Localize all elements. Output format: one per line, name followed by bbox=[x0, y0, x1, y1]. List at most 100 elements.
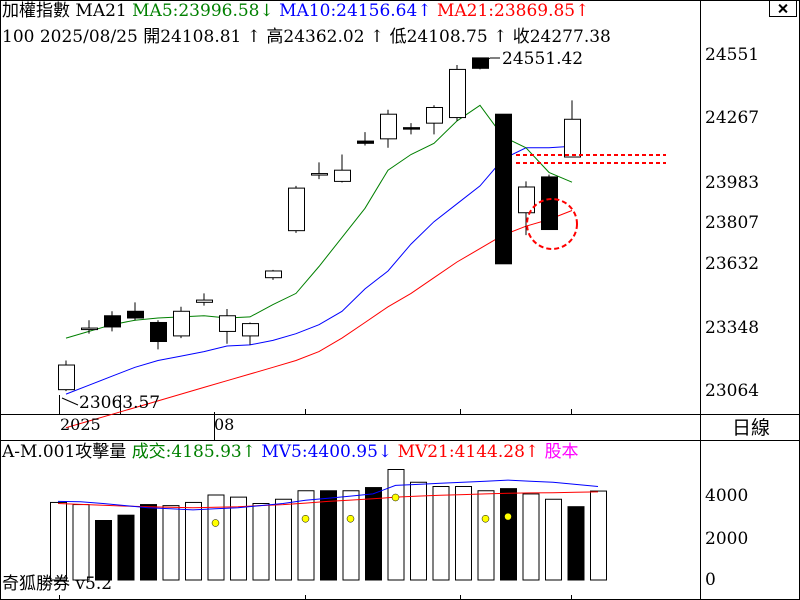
volume-bar-up bbox=[410, 481, 427, 581]
ma10-arrow-icon: ↑ bbox=[417, 1, 432, 21]
volume-bar-up bbox=[230, 496, 247, 581]
volume-bar-up bbox=[590, 490, 607, 581]
volume-signal-dot bbox=[504, 512, 512, 521]
down-candle bbox=[357, 140, 374, 144]
up-candle bbox=[58, 364, 75, 391]
volume-bar-up bbox=[72, 504, 90, 581]
mv5-value: MV5:4400.95 bbox=[261, 442, 378, 462]
up-candle bbox=[426, 106, 443, 124]
x-label-year: 2025 bbox=[60, 415, 101, 434]
volume-signal-dot bbox=[481, 515, 490, 523]
up-candle bbox=[81, 327, 98, 331]
volume-arrow-icon: ↑ bbox=[241, 442, 256, 462]
volume-bar-down bbox=[117, 514, 135, 581]
volume-bar-up bbox=[50, 501, 67, 581]
capital-label: 股本 bbox=[544, 442, 579, 462]
down-candle bbox=[541, 176, 558, 231]
volume-bar-up bbox=[387, 469, 405, 581]
candlesticks bbox=[58, 57, 581, 392]
volume-bar-down bbox=[140, 504, 157, 581]
volume-header: A-M.001攻擊量 成交:4185.93↑ MV5:4400.95↓ MV21… bbox=[2, 444, 579, 461]
volume-bar-down bbox=[95, 520, 112, 581]
ohlc-info-line: 100 2025/08/25 開24108.81 ↑ 高24362.02 ↑ 低… bbox=[2, 27, 611, 47]
price-axis-tick: 23348 bbox=[705, 318, 760, 338]
ma5-line bbox=[65, 104, 573, 339]
volume-bar-up bbox=[455, 486, 472, 581]
app-watermark: 奇狐勝券 v5.2 bbox=[2, 574, 113, 594]
highlight-circle bbox=[526, 198, 578, 250]
volume-signal-dot bbox=[346, 515, 355, 523]
mv5-arrow-icon: ↓ bbox=[377, 442, 393, 462]
indicator-name: A-M.001攻擊量 bbox=[2, 442, 127, 462]
volume-bar-up bbox=[275, 498, 292, 581]
moving-average-lines bbox=[65, 104, 573, 429]
up-candle bbox=[311, 173, 328, 176]
volume-axis-tick: 0 bbox=[705, 570, 716, 590]
volume-bar-down bbox=[567, 506, 585, 581]
volume-bar-up bbox=[162, 505, 180, 581]
ma5-value: MA5:23996.58 bbox=[132, 1, 260, 21]
volume-bar-up bbox=[477, 490, 495, 581]
mv5-line bbox=[57, 479, 599, 511]
low-leader-line bbox=[61, 397, 79, 406]
mv21-line bbox=[57, 491, 599, 509]
up-candle bbox=[196, 299, 213, 303]
price-axis-tick: 23632 bbox=[705, 254, 760, 274]
close-x-icon[interactable] bbox=[769, 0, 797, 17]
down-candle bbox=[127, 310, 144, 319]
volume-bar-up bbox=[185, 501, 202, 581]
up-candle bbox=[242, 323, 259, 337]
price-axis-tick: 23983 bbox=[705, 173, 760, 193]
up-candle bbox=[288, 187, 305, 232]
ma10-line bbox=[65, 145, 573, 395]
low-price-label: 23063.57 bbox=[79, 393, 161, 413]
volume-bar-up bbox=[545, 498, 562, 581]
down-candle bbox=[150, 321, 167, 343]
x-label-month: 08 bbox=[214, 415, 235, 434]
ma21-value: MA21:23869.85 bbox=[436, 1, 576, 21]
volume-bar-down bbox=[500, 488, 517, 581]
ma5-arrow-icon: ↓ bbox=[259, 1, 274, 21]
down-candle bbox=[495, 113, 512, 265]
down-candle bbox=[472, 57, 489, 69]
price-axis-tick: 23064 bbox=[705, 381, 760, 401]
volume-signal-dot bbox=[391, 493, 400, 502]
up-candle bbox=[564, 118, 581, 158]
symbol-name: 加權指數 bbox=[2, 1, 70, 21]
up-candle bbox=[518, 186, 535, 214]
period-daily-button[interactable]: 日線 bbox=[731, 417, 770, 439]
volume-value: 成交:4185.93 bbox=[131, 442, 242, 462]
up-candle bbox=[380, 113, 397, 140]
volume-axis-tick: 4000 bbox=[705, 486, 749, 506]
price-axis-tick: 24267 bbox=[705, 108, 760, 128]
chart-annotations bbox=[61, 57, 666, 406]
down-candle bbox=[403, 127, 420, 130]
up-candle bbox=[334, 169, 351, 182]
high-price-label: 24551.42 bbox=[502, 49, 584, 69]
price-axis-tick: 24551 bbox=[705, 45, 760, 65]
up-candle bbox=[265, 270, 282, 279]
ma21-line bbox=[65, 210, 573, 429]
volume-bar-up bbox=[432, 486, 450, 581]
volume-signal-dot bbox=[301, 515, 310, 523]
volume-bars bbox=[50, 469, 607, 581]
price-axis-tick: 23807 bbox=[705, 213, 760, 233]
high-leader-line bbox=[475, 57, 491, 69]
volume-bar-up bbox=[522, 493, 540, 581]
volume-bar-down bbox=[320, 490, 337, 581]
ma10-value: MA10:24156.64 bbox=[279, 1, 418, 21]
volume-ma-lines bbox=[57, 479, 599, 527]
volume-signal-dot bbox=[211, 519, 220, 527]
volume-bar-up bbox=[342, 490, 360, 581]
price-header: 加權指數 MA21 MA5:23996.58↓ MA10:24156.64↑ M… bbox=[2, 3, 589, 20]
volume-bar-up bbox=[207, 494, 225, 581]
down-candle bbox=[104, 315, 121, 328]
mv21-value: MV21:4144.28 bbox=[397, 442, 525, 462]
up-candle bbox=[449, 68, 466, 119]
up-candle bbox=[173, 310, 190, 337]
ma21-arrow-icon: ↑ bbox=[575, 1, 590, 21]
volume-bar-down bbox=[365, 487, 382, 581]
up-candle bbox=[219, 315, 236, 332]
volume-bar-up bbox=[252, 503, 270, 581]
